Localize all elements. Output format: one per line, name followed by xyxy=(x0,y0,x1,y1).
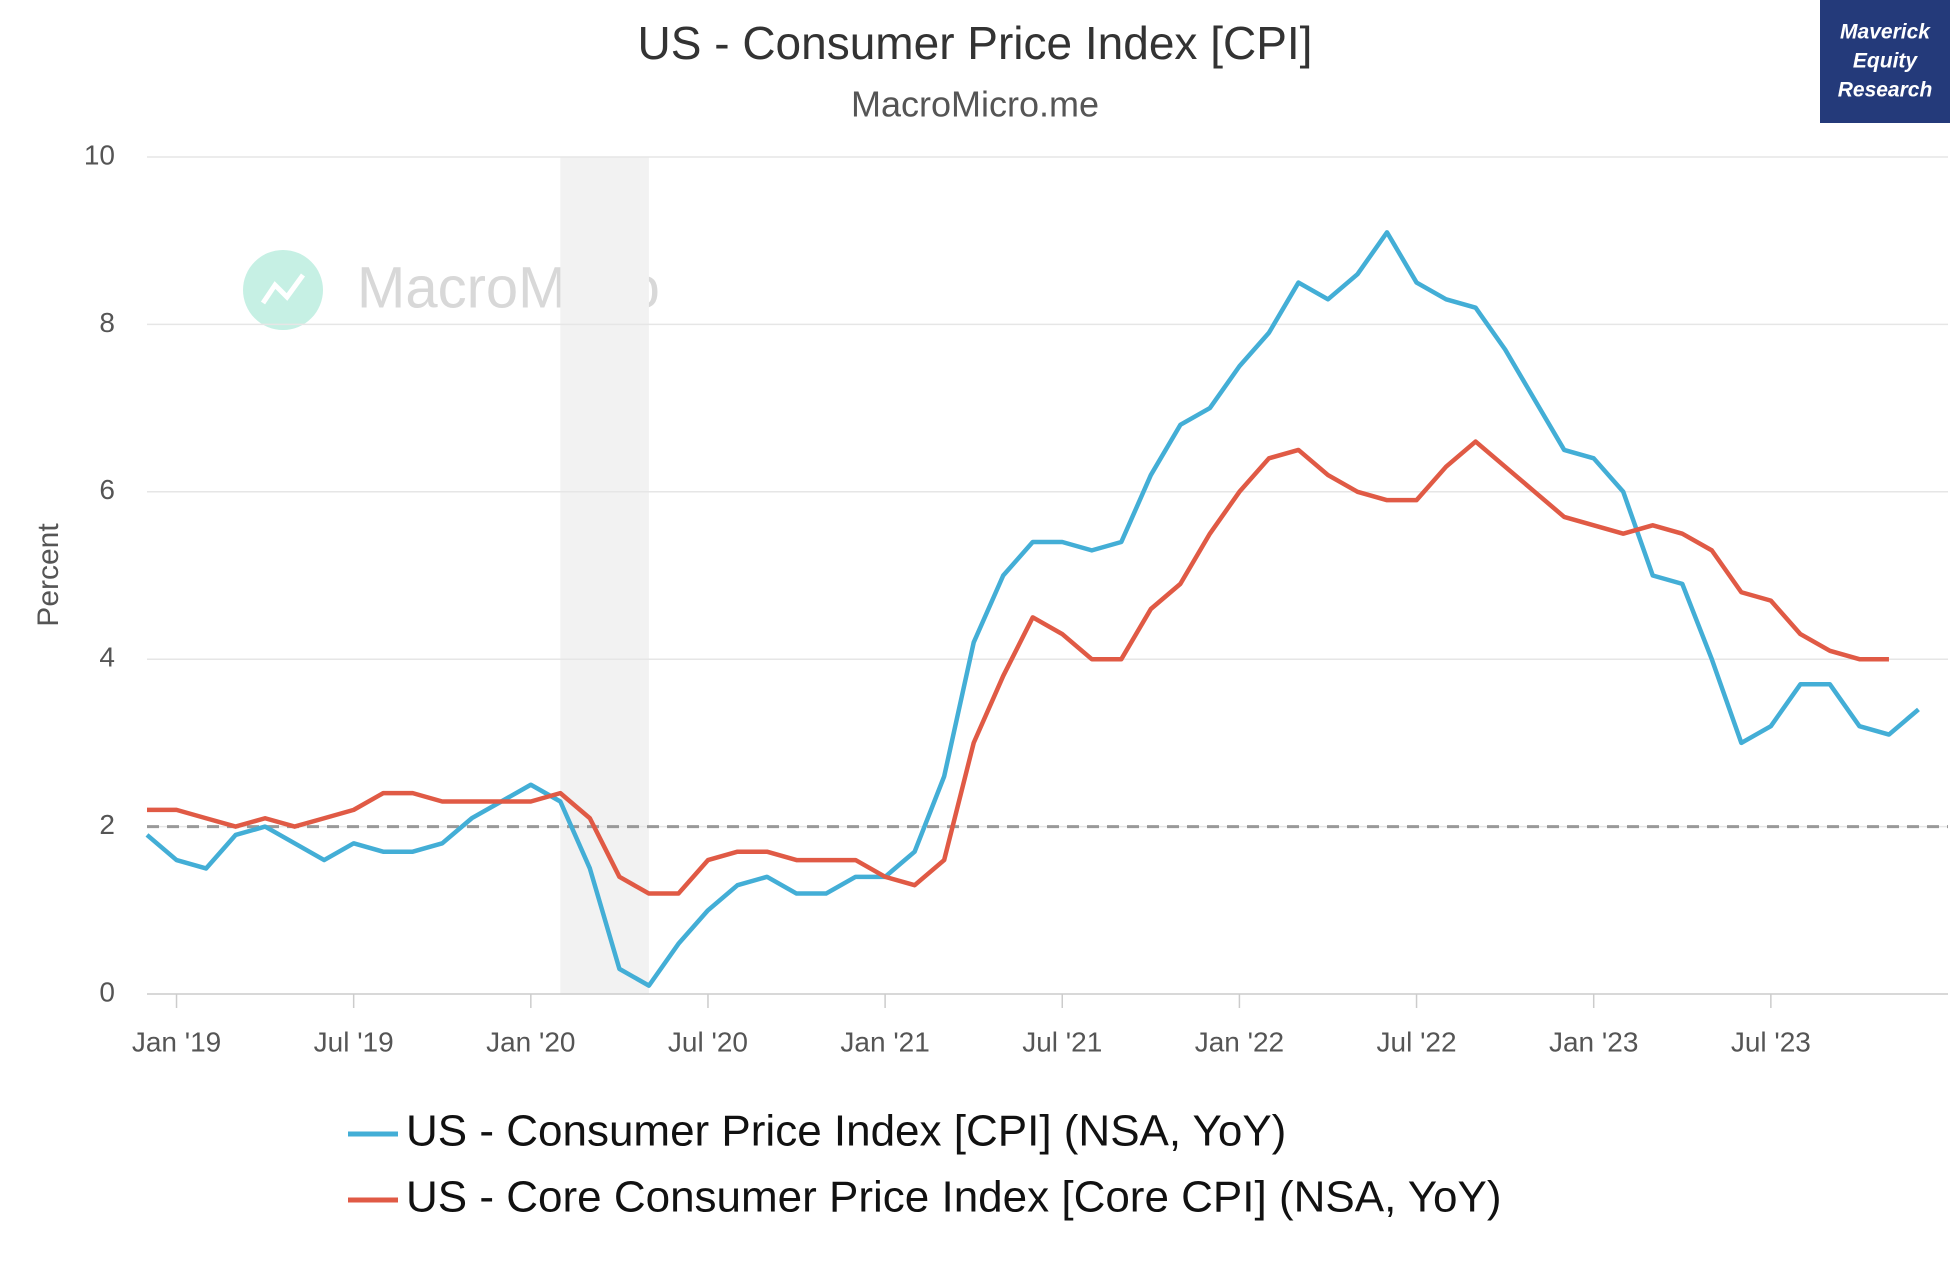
x-tick-label: Jul '20 xyxy=(668,1026,748,1057)
x-tick-label: Jan '20 xyxy=(486,1026,575,1057)
y-axis-label: Percent xyxy=(32,523,65,627)
badge-box xyxy=(1820,0,1950,123)
x-tick-label: Jan '21 xyxy=(840,1026,929,1057)
chart-title: US - Consumer Price Index [CPI] xyxy=(638,17,1313,69)
y-tick-label: 4 xyxy=(99,642,115,673)
x-tick-label: Jul '23 xyxy=(1731,1026,1811,1057)
badge-text: Equity xyxy=(1853,50,1918,73)
y-tick-label: 6 xyxy=(99,474,115,505)
x-tick-label: Jan '22 xyxy=(1195,1026,1284,1057)
badge-text: Maverick xyxy=(1840,21,1931,44)
y-tick-label: 0 xyxy=(99,976,115,1007)
badge-text: Research xyxy=(1838,79,1933,102)
legend-label: US - Consumer Price Index [CPI] (NSA, Yo… xyxy=(406,1107,1286,1156)
x-tick-label: Jan '19 xyxy=(132,1026,221,1057)
series-line xyxy=(147,439,1889,896)
x-tick-label: Jan '23 xyxy=(1549,1026,1638,1057)
chart-subtitle: MacroMicro.me xyxy=(851,84,1099,125)
watermark-logo-line xyxy=(260,273,306,305)
y-tick-label: 2 xyxy=(99,809,115,840)
legend-label: US - Core Consumer Price Index [Core CPI… xyxy=(406,1173,1502,1222)
series-line xyxy=(145,230,1920,988)
x-tick-label: Jul '19 xyxy=(314,1026,394,1057)
x-tick-label: Jul '21 xyxy=(1022,1026,1102,1057)
shaded-range xyxy=(560,157,649,994)
y-tick-label: 8 xyxy=(99,307,115,338)
y-tick-label: 10 xyxy=(84,139,115,170)
x-tick-label: Jul '22 xyxy=(1377,1026,1457,1057)
